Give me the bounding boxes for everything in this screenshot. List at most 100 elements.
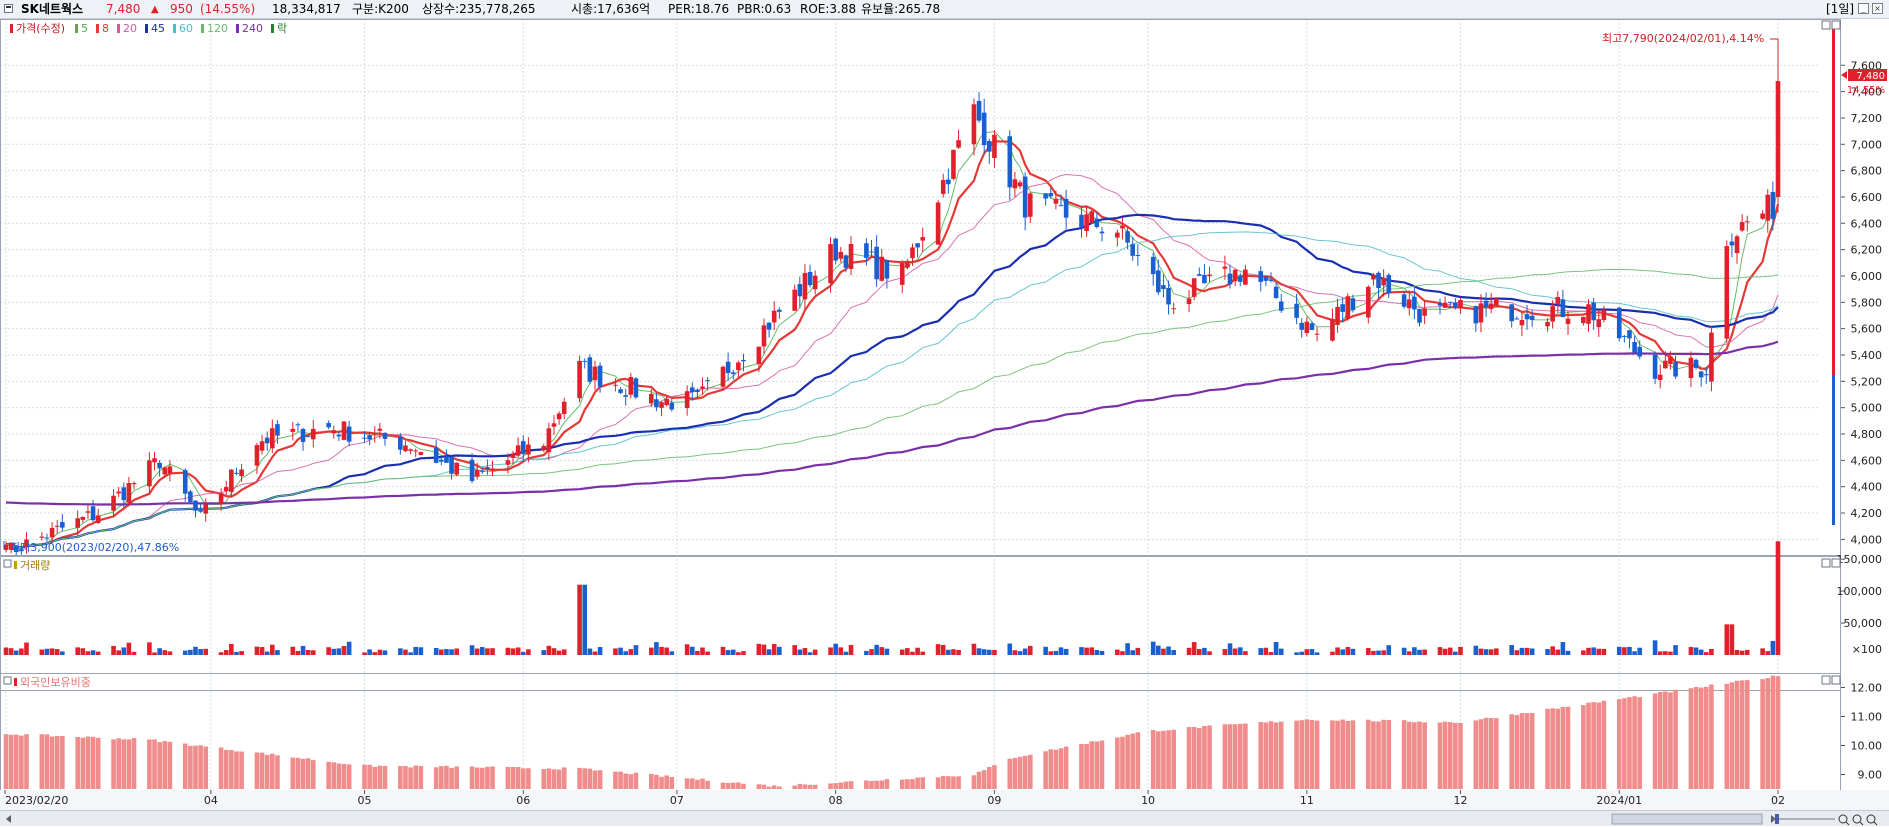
candle-body <box>270 428 275 449</box>
volume-bar <box>695 651 700 655</box>
candle-body <box>807 271 813 286</box>
candle-body <box>1125 231 1130 243</box>
scroll-bar[interactable] <box>0 810 1889 826</box>
zoom-in-icon[interactable] <box>1838 814 1850 826</box>
candle-body <box>203 504 209 514</box>
zoom-slider-thumb[interactable] <box>1775 814 1779 824</box>
volume-bar <box>1760 648 1765 655</box>
zoom-reset-icon[interactable] <box>1866 814 1878 826</box>
foreign-bar <box>1775 676 1781 789</box>
volume-bar <box>90 650 96 655</box>
volume-bar <box>833 643 838 655</box>
foreign-maximize-icon[interactable] <box>1821 675 1831 685</box>
volume-bar <box>1775 541 1781 655</box>
minimize-icon[interactable]: _ <box>1858 3 1869 14</box>
foreign-bar <box>49 736 55 789</box>
candlestick-series[interactable] <box>3 40 1781 559</box>
foreign-bar <box>1232 724 1238 789</box>
foreign-bar <box>305 758 311 789</box>
candle-body <box>1099 231 1105 234</box>
foreign-bar <box>147 739 152 789</box>
volume-bar <box>1012 650 1018 655</box>
zoom-slider[interactable] <box>1772 814 1835 824</box>
price-tick-label: 4,600 <box>1851 454 1883 467</box>
candle-body <box>828 244 833 284</box>
foreign-bar <box>1406 721 1412 789</box>
foreign-bar <box>1053 749 1059 789</box>
foreign-bar <box>1150 730 1156 789</box>
volume-maximize-icon[interactable] <box>1821 558 1831 568</box>
zoom-out-icon[interactable] <box>1852 814 1864 826</box>
candle-body <box>95 515 101 524</box>
legend-ma-swatch <box>236 24 239 33</box>
stock-chart[interactable]: 가격(수정) 5 8 20 45 60 120 240 락 최고7,790(2024/02/0… <box>0 19 1889 810</box>
foreign-bar <box>689 778 695 789</box>
foreign-ownership-bars[interactable] <box>3 675 1781 789</box>
candle-body <box>1263 276 1269 281</box>
candle-body <box>1135 255 1141 257</box>
foreign-bar <box>1412 722 1417 789</box>
foreign-bar <box>541 769 547 789</box>
panel-menu-icon[interactable] <box>4 4 13 13</box>
period-selector[interactable]: [1일] <box>1826 2 1855 16</box>
volume-bar <box>300 645 306 655</box>
volume-bar <box>1171 650 1176 655</box>
foreign-bar <box>433 767 439 789</box>
foreign-bar <box>766 786 772 789</box>
volume-close-icon[interactable] <box>1831 558 1841 568</box>
foreign-bar <box>833 783 838 789</box>
candle-body <box>1058 205 1064 207</box>
candle-body <box>705 380 710 382</box>
foreign-close-icon[interactable] <box>1831 675 1841 685</box>
ma-line-5 <box>5 130 1779 549</box>
volume-bar <box>485 648 490 655</box>
volume-bars[interactable] <box>3 541 1781 655</box>
candle-body <box>157 462 162 469</box>
volume-bar <box>1412 647 1417 655</box>
candle-body <box>1406 299 1412 309</box>
foreign-bar <box>152 739 157 789</box>
foreign-bar <box>13 734 19 789</box>
volume-bar <box>1565 650 1571 655</box>
foreign-bar <box>331 762 337 789</box>
foreign-bar <box>1130 733 1136 789</box>
foreign-panel-menu-icon[interactable] <box>3 676 12 685</box>
foreign-bar <box>90 736 96 789</box>
foreign-bar <box>444 765 449 789</box>
price-maximize-icon[interactable] <box>1821 20 1831 30</box>
volume-bar <box>454 648 459 655</box>
candle-body <box>1186 298 1192 305</box>
volume-bar <box>1130 650 1136 655</box>
candle-body <box>198 509 203 512</box>
foreign-bar <box>1386 720 1392 789</box>
volume-bar <box>920 651 926 655</box>
candle-body <box>1381 277 1386 286</box>
volume-bar <box>80 648 86 655</box>
volume-bar <box>239 651 244 655</box>
foreign-bar <box>1447 722 1453 789</box>
foreign-bar <box>1196 728 1202 789</box>
candle-body <box>1632 342 1637 353</box>
foreign-bar <box>864 780 869 789</box>
candle-body <box>490 468 495 470</box>
volume-panel-menu-icon[interactable] <box>3 559 12 568</box>
foreign-bar <box>920 777 926 789</box>
foreign-bar <box>1734 680 1740 789</box>
price-tag-value: 7,480 <box>1856 71 1885 82</box>
scroll-left-icon[interactable] <box>6 815 11 823</box>
price-close-icon[interactable] <box>1831 20 1841 30</box>
volume-bar <box>3 647 9 655</box>
foreign-bar <box>505 766 511 789</box>
close-icon[interactable]: × <box>1872 3 1883 14</box>
candle-body <box>946 179 951 185</box>
price-change-pct: (14.55%) <box>200 2 256 16</box>
scroll-thumb[interactable] <box>1611 813 1763 825</box>
date-tick-label: 2023/02/20 <box>5 794 68 807</box>
stock-name[interactable]: SK네트웍스 <box>21 2 84 16</box>
volume-bar <box>1406 651 1412 655</box>
legend-ma-swatch <box>201 24 204 33</box>
foreign-bar <box>1637 697 1643 789</box>
price-range-bar-up <box>1832 21 1835 375</box>
foreign-bar <box>1309 719 1315 789</box>
candle-body <box>310 428 316 440</box>
